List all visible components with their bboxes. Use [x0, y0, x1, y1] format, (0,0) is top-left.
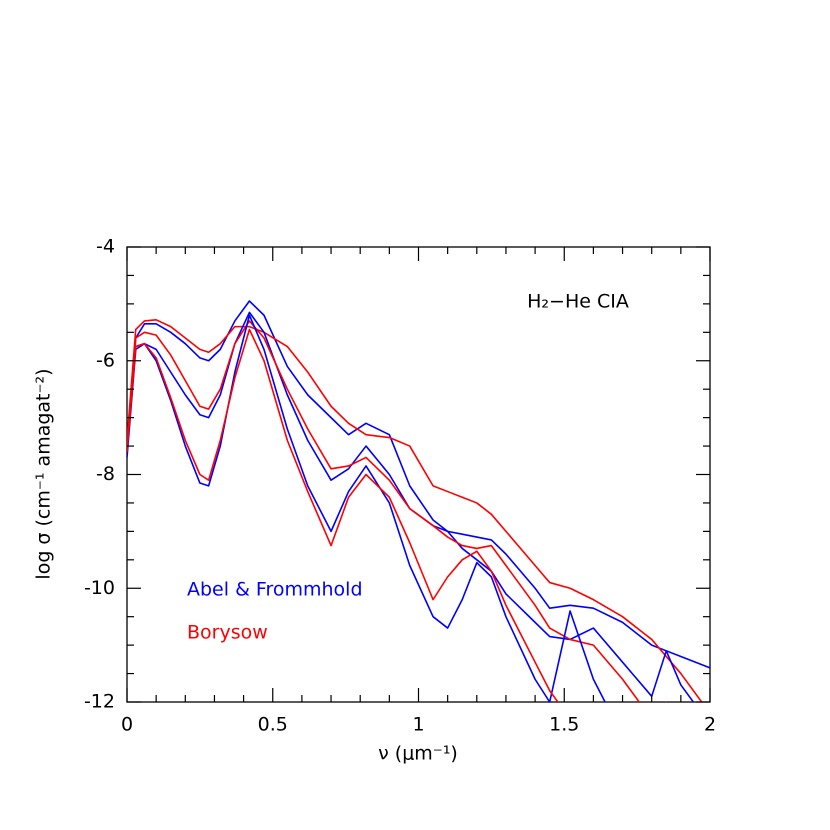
- curve: [127, 314, 606, 702]
- x-tick-label: 2: [704, 714, 716, 736]
- annotation: H₂−He CIA: [527, 291, 629, 313]
- curves: [127, 300, 710, 702]
- y-tick-label: -12: [84, 691, 115, 713]
- y-tick-label: -10: [84, 577, 115, 599]
- y-tick-label: -4: [96, 236, 115, 258]
- curve: [127, 320, 668, 702]
- curve: [127, 319, 703, 702]
- x-axis-label: ν (μm⁻¹): [378, 743, 458, 765]
- x-tick-label: 0.5: [258, 714, 288, 736]
- y-axis-label: log σ (cm⁻¹ amagat⁻²): [33, 368, 55, 579]
- y-tick-label: -8: [96, 463, 115, 485]
- curve: [127, 300, 710, 669]
- x-tick-label: 0: [121, 714, 133, 736]
- x-tick-label: 1.5: [549, 714, 579, 736]
- y-tick-label: -6: [96, 349, 115, 371]
- curve: [127, 311, 695, 702]
- x-tick-label: 1: [412, 714, 424, 736]
- legend-label: Abel & Frommhold: [187, 579, 363, 601]
- legend-label: Borysow: [187, 622, 268, 644]
- curve: [127, 328, 559, 702]
